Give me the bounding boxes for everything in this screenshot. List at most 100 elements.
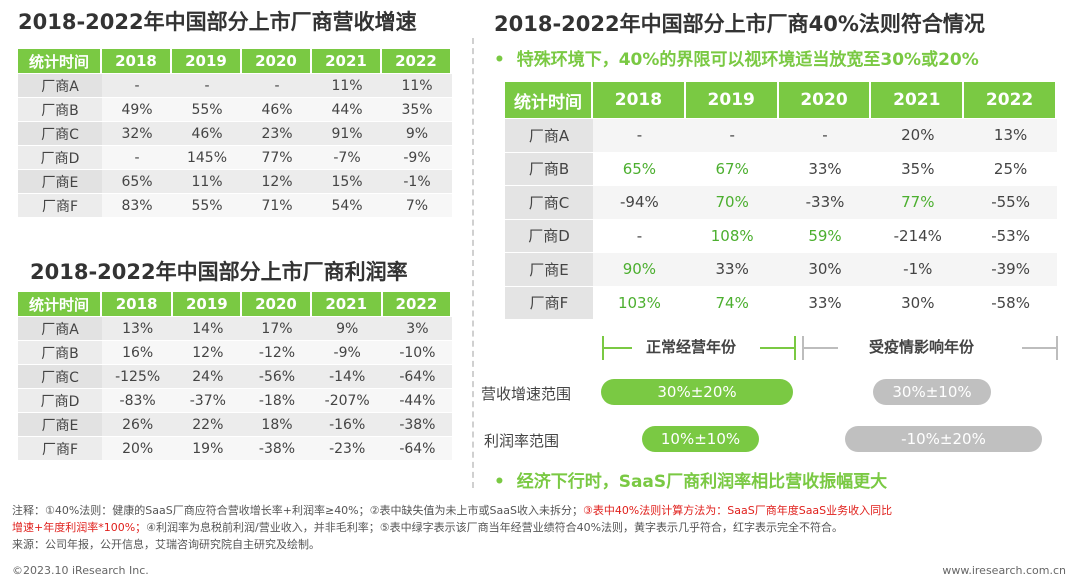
profit-table-title: 2018-2022年中国部分上市厂商利润率 <box>30 260 408 284</box>
profit-value-cell: 24% <box>173 365 243 388</box>
growth-vendor-cell: 厂商B <box>18 98 102 121</box>
profit-value-cell: -207% <box>311 389 383 412</box>
profit-value-cell: -12% <box>242 341 312 364</box>
rule-header-2: 2019 <box>685 82 779 118</box>
profit-value-cell: 14% <box>173 317 243 340</box>
profit-vendor-cell: 厂商F <box>18 437 102 460</box>
covid-period-right-line <box>1022 347 1056 349</box>
profit-value-cell: -9% <box>311 341 383 364</box>
profit-value-cell: -38% <box>242 437 312 460</box>
profit-range-label: 利润率范围 <box>484 432 560 450</box>
growth-vendor-cell: 厂商C <box>18 122 102 145</box>
revenue-covid-range-pill: 30%±10% <box>873 379 991 405</box>
profit-row: 厂商F 20% 19% -38% -23% -64% <box>18 437 452 460</box>
profit-value-cell: -56% <box>242 365 312 388</box>
covid-period-left-line <box>804 347 838 349</box>
growth-header-4: 2021 <box>312 49 382 73</box>
footnote-1a: 注释：①40%法则：健康的SaaS厂商应符合营收增长率+利润率≥40%；②表中缺… <box>12 504 583 517</box>
profit-value-cell: 12% <box>173 341 243 364</box>
growth-header-0: 统计时间 <box>18 49 102 73</box>
covid-period-right-bracket <box>1056 336 1058 360</box>
rule-row: 厂商F 103% 74% 33% 30% -58% <box>505 286 1057 319</box>
rule-value-cell: 35% <box>871 152 965 185</box>
growth-value-cell: 23% <box>242 122 312 145</box>
profit-header-3: 2020 <box>242 292 312 316</box>
profit-vendor-cell: 厂商C <box>18 365 102 388</box>
rule-table-title: 2018-2022年中国部分上市厂商40%法则符合情况 <box>494 12 985 36</box>
rule-value-cell: 33% <box>778 286 872 319</box>
normal-period-label: 正常经营年份 <box>646 338 737 356</box>
profit-row: 厂商B 16% 12% -12% -9% -10% <box>18 341 452 364</box>
rule-value-cell: 33% <box>685 253 779 286</box>
profit-value-cell: 26% <box>102 413 174 436</box>
rule-value-cell: - <box>778 119 872 152</box>
growth-value-cell: - <box>172 74 242 97</box>
profit-vendor-cell: 厂商A <box>18 317 102 340</box>
rule-row: 厂商D -108% 59% -214% -53% <box>505 219 1057 252</box>
profit-value-cell: 9% <box>311 317 383 340</box>
growth-value-cell: 145% <box>172 146 242 169</box>
growth-value-cell: -1% <box>382 170 452 193</box>
growth-vendor-cell: 厂商A <box>18 74 102 97</box>
profit-value-cell: 13% <box>102 317 174 340</box>
rule-value-cell: 90% <box>593 253 686 286</box>
rule-vendor-cell: 厂商D <box>505 219 593 252</box>
growth-value-cell: 9% <box>382 122 452 145</box>
growth-header-1: 2018 <box>102 49 172 73</box>
profit-normal-range-pill: 10%±10% <box>642 426 759 452</box>
normal-period-left-bracket <box>602 336 604 360</box>
growth-row: 厂商D -145% 77% -7% -9% <box>18 146 452 169</box>
rule-value-cell: 13% <box>964 119 1057 152</box>
profit-value-cell: 16% <box>102 341 174 364</box>
rule-value-cell: -39% <box>964 253 1057 286</box>
profit-value-cell: -125% <box>102 365 174 388</box>
profit-row: 厂商C -125% 24% -56% -14% -64% <box>18 365 452 388</box>
growth-vendor-cell: 厂商D <box>18 146 102 169</box>
rule-value-cell: -33% <box>778 186 872 219</box>
rule-row: 厂商B 65% 67% 33% 35% 25% <box>505 152 1057 185</box>
growth-value-cell: 32% <box>102 122 172 145</box>
source-note: 来源：公司年报，公开信息，艾瑞咨询研究院自主研究及绘制。 <box>12 538 320 551</box>
rule-value-cell: 30% <box>871 286 965 319</box>
rule-value-cell: 108% <box>685 219 779 252</box>
profit-value-cell: 18% <box>242 413 312 436</box>
growth-value-cell: 15% <box>312 170 382 193</box>
growth-value-cell: 77% <box>242 146 312 169</box>
rule-row: 厂商C -94% 70% -33% 77% -55% <box>505 186 1057 219</box>
growth-table-title: 2018-2022年中国部分上市厂商营收增速 <box>18 10 417 34</box>
profit-value-cell: -16% <box>311 413 383 436</box>
rule-value-cell: - <box>685 119 779 152</box>
growth-value-cell: 83% <box>102 194 172 217</box>
profit-value-cell: 19% <box>173 437 243 460</box>
growth-row: 厂商C 32% 46% 23% 91% 9% <box>18 122 452 145</box>
revenue-normal-range-pill: 30%±20% <box>601 379 793 405</box>
profit-value-cell: -14% <box>311 365 383 388</box>
rule-note-text: 特殊环境下，40%的界限可以视环境适当放宽至30%或20% <box>516 50 979 70</box>
normal-period-right-bracket <box>794 336 796 360</box>
profit-vendor-cell: 厂商B <box>18 341 102 364</box>
profit-value-cell: -64% <box>382 365 452 388</box>
growth-value-cell: 55% <box>172 194 242 217</box>
rule-value-cell: 65% <box>593 152 686 185</box>
growth-vendor-cell: 厂商E <box>18 170 102 193</box>
growth-value-cell: - <box>242 74 312 97</box>
footnote-line-1: 注释：①40%法则：健康的SaaS厂商应符合营收增长率+利润率≥40%；②表中缺… <box>12 502 892 518</box>
profit-covid-range-pill: -10%±20% <box>845 426 1042 452</box>
profit-row: 厂商D -83% -37% -18% -207% -44% <box>18 389 452 412</box>
rule-value-cell: 25% <box>964 152 1057 185</box>
growth-table: 统计时间 2018 2019 2020 2021 2022 厂商A - - -11% 11% 厂商B… <box>18 48 452 218</box>
profit-value-cell: -37% <box>173 389 243 412</box>
growth-row: 厂商A - - -11% 11% <box>18 74 452 97</box>
profit-vendor-cell: 厂商E <box>18 413 102 436</box>
growth-value-cell: 65% <box>102 170 172 193</box>
rule-row: 厂商A - - -20% 13% <box>505 119 1057 152</box>
rule-header-1: 2018 <box>593 82 686 118</box>
bottom-note: • 经济下行时，SaaS厂商利润率相比营收振幅更大 <box>494 472 888 492</box>
normal-period-right-line <box>760 347 794 349</box>
footnote-1-red: ③表中40%法则计算方法为：SaaS厂商年度SaaS业务收入同比 <box>582 504 893 517</box>
profit-header-5: 2022 <box>382 292 452 316</box>
profit-vendor-cell: 厂商D <box>18 389 102 412</box>
growth-row: 厂商E 65% 11% 12% 15% -1% <box>18 170 452 193</box>
profit-value-cell: -64% <box>382 437 452 460</box>
growth-value-cell: -7% <box>312 146 382 169</box>
